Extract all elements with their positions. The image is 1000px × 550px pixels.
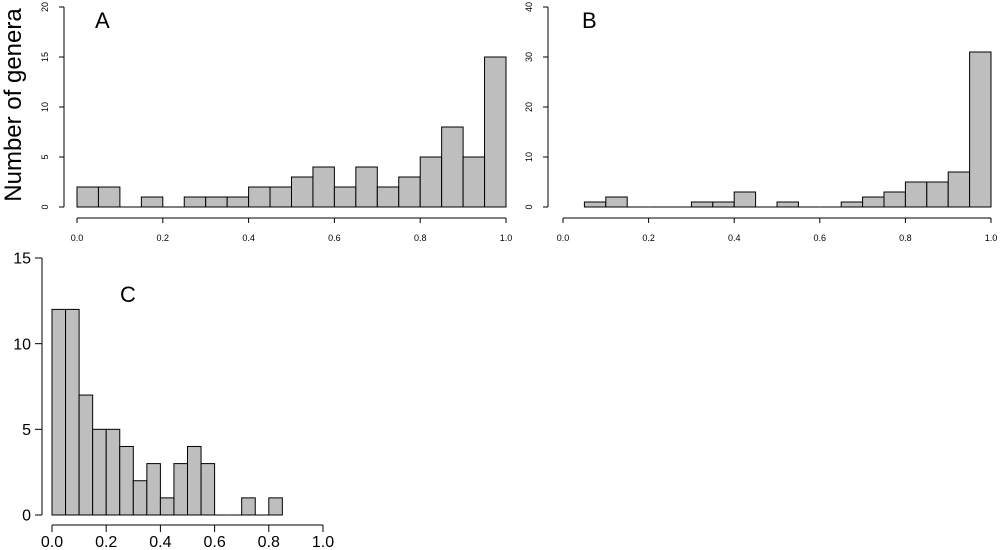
histogram-bar — [226, 196, 250, 208]
x-tick-label: 0.4 — [728, 233, 741, 243]
histogram-bar — [291, 176, 314, 208]
x-tick-label: 0.0 — [71, 233, 84, 243]
histogram-bar — [733, 191, 757, 208]
histogram-bar — [140, 196, 164, 208]
histogram-bar — [419, 156, 443, 208]
histogram-bar — [484, 56, 507, 208]
shared-y-axis-label: Number of genera — [0, 8, 27, 202]
histogram-bar — [355, 166, 378, 208]
histogram-bar — [776, 201, 799, 208]
y-tick-label: 40 — [524, 2, 534, 12]
histogram-bar — [92, 428, 107, 516]
histogram-bar — [947, 171, 971, 208]
histogram-bar — [97, 186, 121, 208]
histogram-bar — [205, 196, 228, 208]
histogram-bar — [65, 308, 80, 516]
histogram-bar — [78, 394, 94, 516]
histogram-bar — [119, 445, 134, 516]
histogram-bar — [200, 463, 216, 516]
histogram-bar — [159, 497, 175, 516]
y-tick-label: 30 — [524, 52, 534, 62]
x-tick-label: 0.8 — [414, 233, 427, 243]
histogram-bar — [969, 51, 992, 208]
histogram-bar — [105, 428, 121, 516]
y-tick-label: 0 — [40, 204, 50, 209]
x-tick-label: 1.0 — [985, 233, 998, 243]
histogram-bar — [269, 186, 292, 208]
x-tick-label: 0.4 — [242, 233, 255, 243]
histogram-bar — [241, 497, 256, 516]
histogram-bar — [268, 497, 283, 516]
histogram-bar — [605, 196, 628, 208]
y-tick-label: 5 — [22, 422, 31, 439]
histogram-bar — [583, 201, 607, 208]
y-tick-label: 20 — [524, 102, 534, 112]
x-tick-label: 0.8 — [258, 534, 280, 550]
panel-c: 0.0 0.2 0.4 0.6 0.8 1.0 0 5 10 15 C — [13, 251, 334, 550]
x-tick-label: 0.0 — [41, 534, 63, 550]
histogram-bar — [312, 166, 335, 208]
x-tick-label: 0.2 — [95, 534, 117, 550]
panel-label-a: A — [95, 8, 110, 33]
y-tick-label: 0 — [22, 508, 31, 525]
x-tick-label: 0.0 — [557, 233, 570, 243]
y-tick-label: 10 — [13, 336, 31, 353]
histogram-bar — [840, 201, 864, 208]
histogram-bar — [76, 186, 99, 208]
histogram-bar — [441, 126, 464, 208]
y-tick-label: 10 — [524, 152, 534, 162]
x-tick-label: 0.6 — [203, 534, 225, 550]
y-tick-label: 15 — [13, 251, 31, 268]
x-tick-label: 0.6 — [814, 233, 827, 243]
histogram-bar — [132, 480, 148, 516]
panel-label-c: C — [120, 282, 136, 307]
histogram-bar — [690, 201, 714, 208]
histogram-bar — [333, 186, 357, 208]
x-tick-label: 0.6 — [328, 233, 341, 243]
y-tick-label: 15 — [40, 52, 50, 62]
histogram-bar — [462, 156, 486, 208]
histogram-bar — [173, 463, 188, 516]
histogram-bar — [398, 176, 421, 208]
x-tick-label: 0.2 — [642, 233, 655, 243]
panel-a: 0.0 0.2 0.4 0.6 0.8 1.0 0 5 10 15 20 A — [40, 2, 512, 243]
y-tick-label: 20 — [40, 2, 50, 12]
x-tick-label: 1.0 — [500, 233, 513, 243]
y-tick-label: 0 — [524, 204, 534, 209]
histogram-bar — [862, 196, 885, 208]
histogram-bar — [146, 463, 161, 516]
histogram-bar — [187, 445, 202, 516]
y-tick-label: 10 — [40, 102, 50, 112]
histogram-bar — [183, 196, 207, 208]
x-tick-label: 0.8 — [899, 233, 912, 243]
histogram-bar — [712, 201, 735, 208]
y-tick-label: 5 — [40, 154, 50, 159]
histogram-bar — [248, 186, 271, 208]
histogram-bar — [904, 181, 928, 208]
x-tick-label: 1.0 — [312, 534, 334, 550]
histogram-bar — [883, 191, 906, 208]
x-tick-label: 0.2 — [157, 233, 170, 243]
panel-label-b: B — [582, 8, 597, 33]
histogram-bar — [51, 308, 67, 516]
histogram-bar — [926, 181, 949, 208]
panel-b: 0.0 0.2 0.4 0.6 0.8 1.0 0 10 20 30 40 B — [524, 2, 997, 243]
x-tick-label: 0.4 — [149, 534, 171, 550]
histogram-bar — [376, 186, 400, 208]
